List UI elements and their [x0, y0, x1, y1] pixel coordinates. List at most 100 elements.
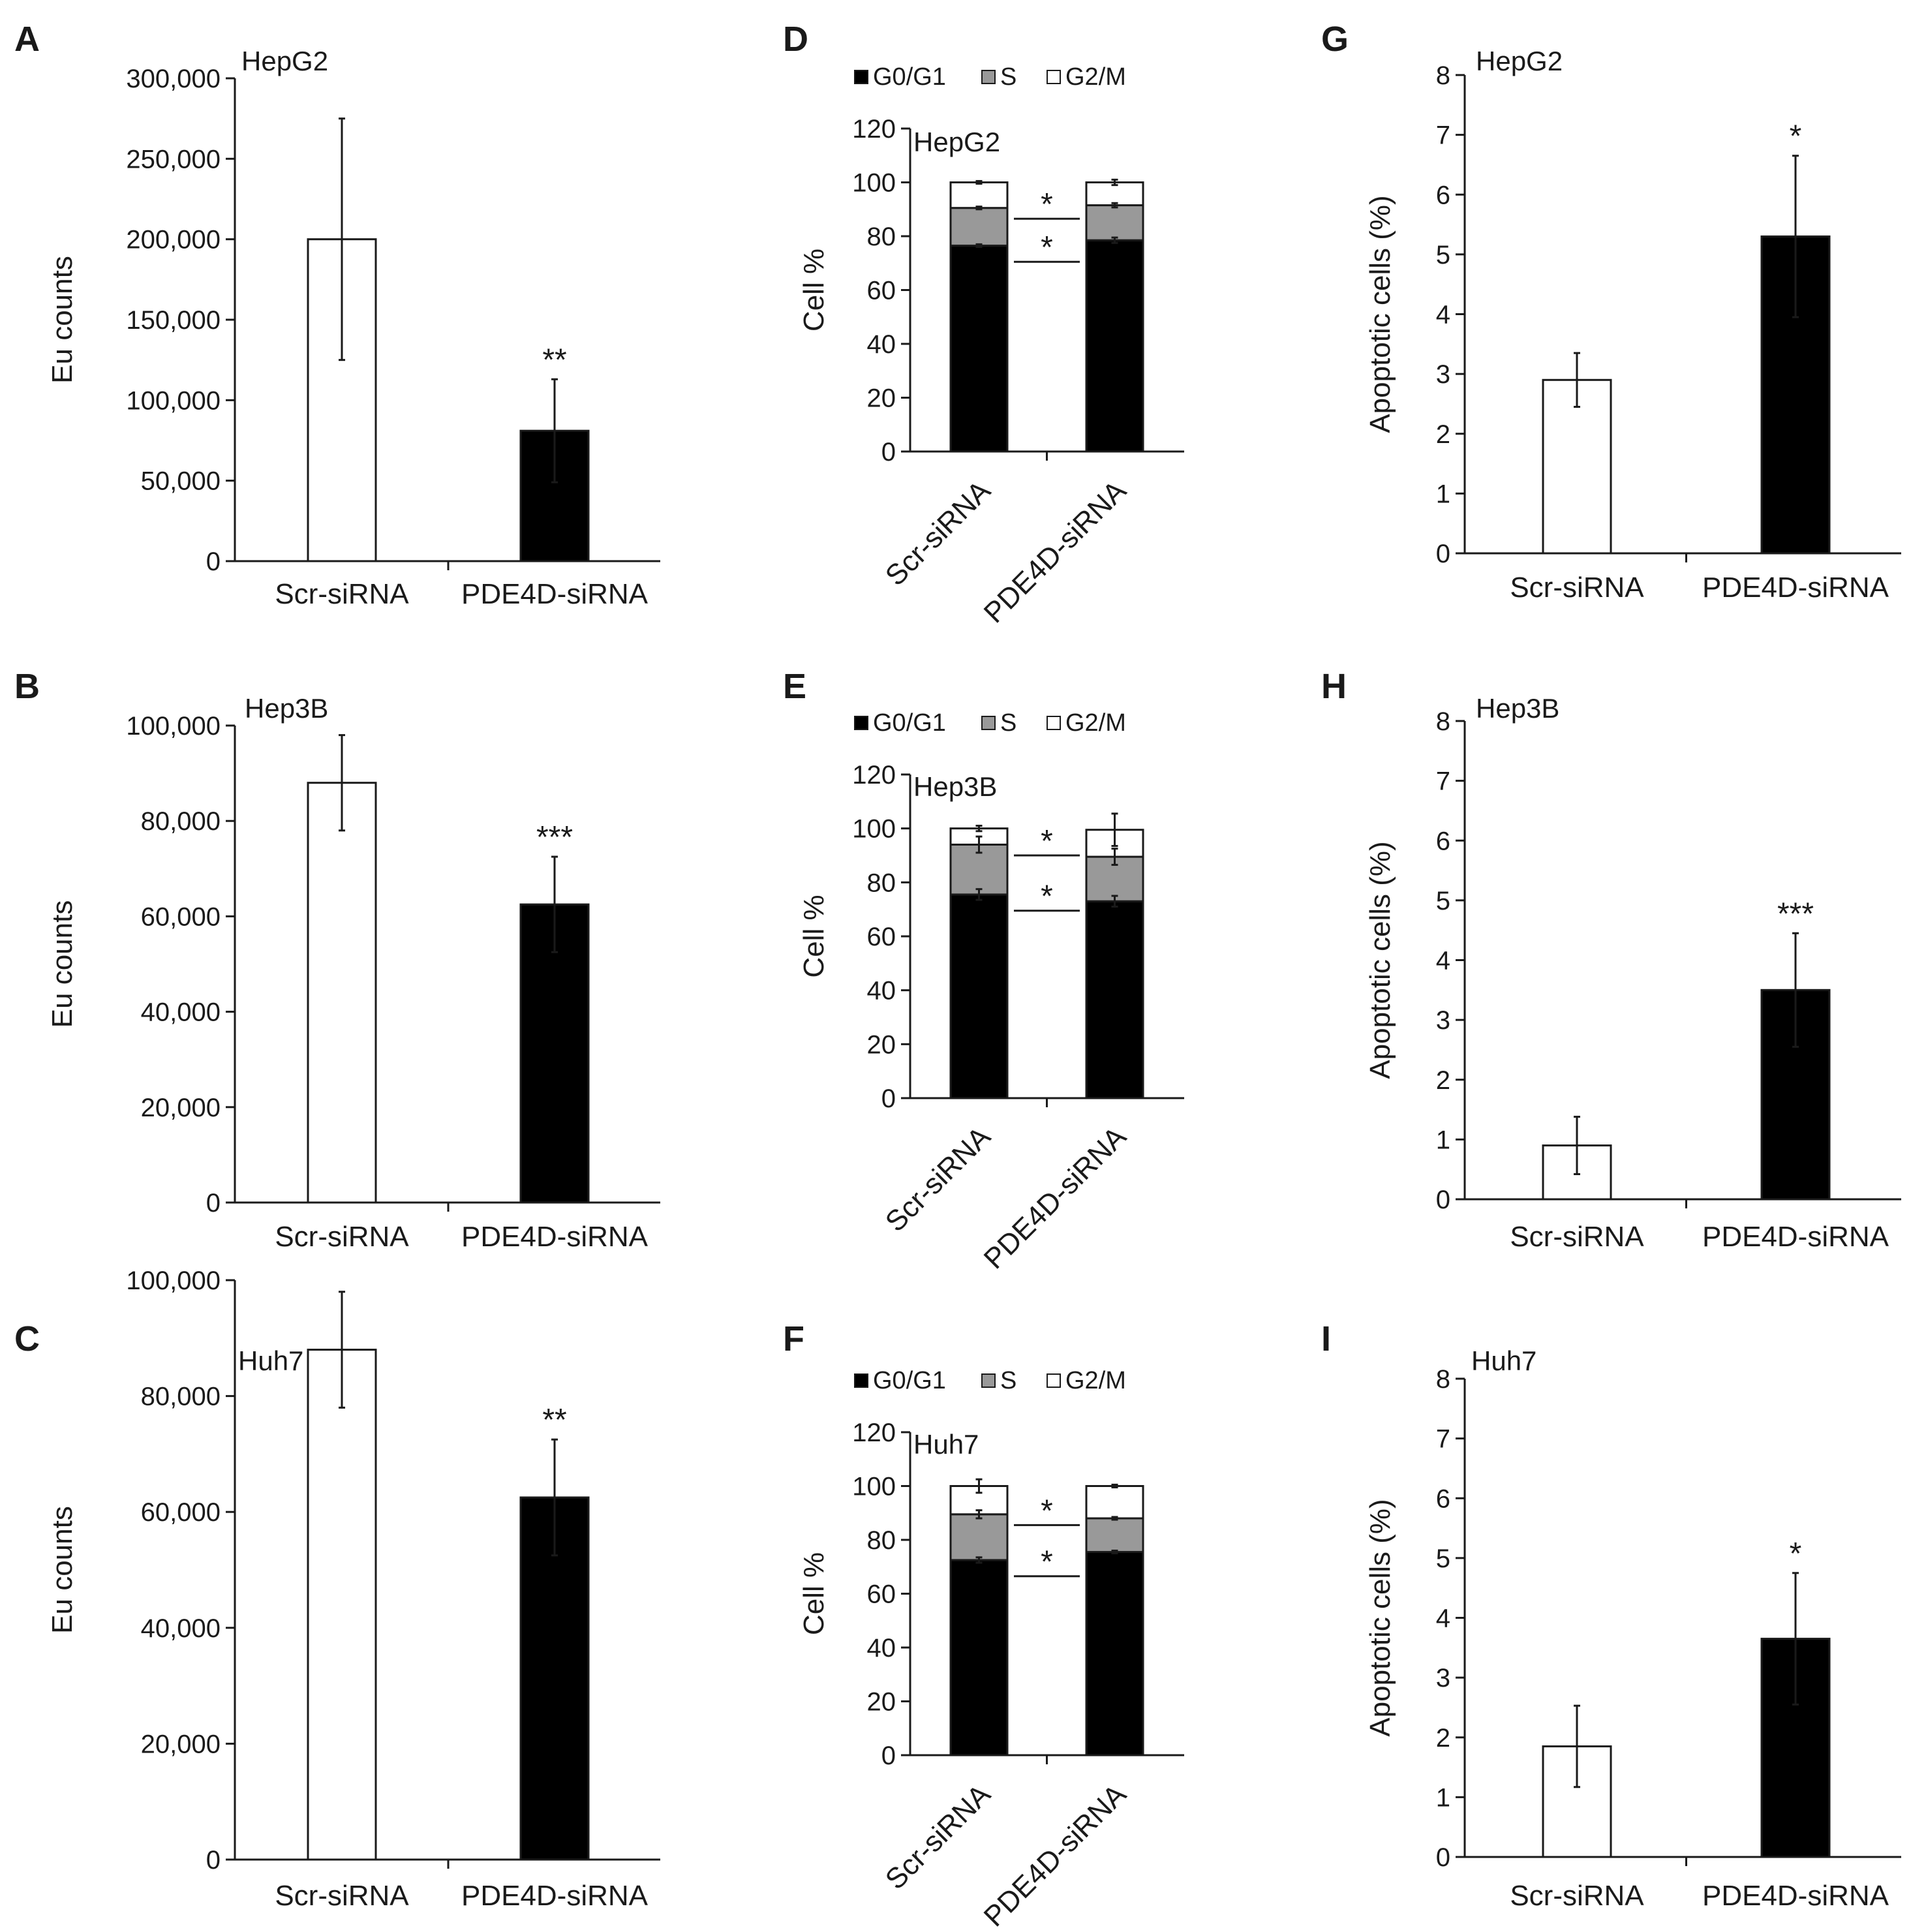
y-tick-label: 60: [867, 923, 896, 951]
bar-segment-g0-g1: [1085, 900, 1144, 1099]
x-category-label: PDE4D-siRNA: [1702, 572, 1889, 604]
y-tick-label: 60,000: [141, 902, 221, 931]
x-category-label: Scr-siRNA: [275, 1221, 409, 1253]
legend-swatch: [981, 70, 996, 84]
legend-label: G0/G1: [873, 1367, 946, 1394]
y-tick-label: 6: [1436, 1484, 1450, 1513]
legend-label: S: [1000, 1367, 1016, 1394]
y-tick-label: 50,000: [141, 467, 221, 496]
panel-letter: H: [1321, 667, 1347, 706]
y-tick-label: 4: [1436, 1604, 1450, 1633]
panel-letter: F: [783, 1319, 804, 1358]
y-tick-label: 80: [867, 222, 896, 251]
bar-segment-g2-m: [1085, 1485, 1144, 1520]
y-tick-label: 8: [1436, 707, 1450, 736]
chart-panel-c: C 0 20,000 40,000 60,000 80,000 100,000 Eu coun…: [14, 1266, 660, 1912]
x-category-label: PDE4D-siRNA: [461, 578, 649, 610]
bar-segment-s: [1085, 204, 1144, 241]
significance-mark: *: [1790, 1537, 1802, 1571]
significance-mark: **: [542, 343, 566, 377]
y-tick-label: 5: [1436, 241, 1450, 269]
bar-pde4d-sirna: [519, 903, 590, 1204]
y-tick-label: 60,000: [141, 1498, 221, 1527]
panel-letter: D: [783, 20, 808, 59]
x-category-label: PDE4D-siRNA: [1702, 1221, 1889, 1253]
cell-line-title: Huh7: [238, 1345, 303, 1376]
y-tick-label: 20: [867, 1688, 896, 1717]
legend-label: S: [1000, 709, 1016, 737]
legend-swatch: [1047, 716, 1061, 730]
y-tick-label: 0: [206, 1846, 221, 1875]
y-tick-label: 150,000: [126, 306, 221, 335]
y-axis-label: Apoptotic cells (%): [1364, 1499, 1396, 1736]
y-tick-label: 100: [852, 815, 896, 844]
y-tick-label: 120: [852, 115, 896, 144]
y-tick-label: 80,000: [141, 1383, 221, 1411]
y-tick-label: 40: [867, 977, 896, 1005]
legend-label: S: [1000, 63, 1016, 91]
y-tick-label: 40: [867, 330, 896, 359]
y-tick-label: 4: [1436, 301, 1450, 330]
significance-mark: *: [1041, 230, 1053, 265]
y-tick-label: 7: [1436, 121, 1450, 150]
panel-letter: I: [1321, 1319, 1331, 1358]
cell-line-title: Hep3B: [1476, 693, 1559, 724]
panel-letter: B: [14, 667, 40, 706]
y-tick-label: 8: [1436, 61, 1450, 90]
y-tick-label: 2: [1436, 1066, 1450, 1095]
y-tick-label: 40,000: [141, 1614, 221, 1643]
y-tick-label: 0: [881, 438, 896, 467]
significance-mark: *: [1041, 1494, 1053, 1528]
y-tick-label: 2: [1436, 1724, 1450, 1753]
chart-panel-a: A 0 50,000 100,000 150,000 200,000 250,000 300,…: [14, 20, 660, 610]
bar-segment-g2-m: [949, 181, 1009, 209]
y-tick-label: 20: [867, 384, 896, 413]
y-axis-label: Apoptotic cells (%): [1364, 195, 1396, 433]
x-category-label: PDE4D-siRNA: [461, 1221, 649, 1253]
cell-line-title: Hep3B: [245, 693, 328, 724]
legend-swatch: [854, 70, 868, 84]
y-tick-label: 3: [1436, 360, 1450, 389]
y-tick-label: 80: [867, 868, 896, 897]
cell-line-title: HepG2: [241, 46, 328, 76]
legend-swatch: [1047, 1373, 1061, 1388]
legend-swatch: [854, 716, 868, 730]
panel-letter: C: [14, 1319, 40, 1358]
bar-segment-g0-g1: [949, 244, 1009, 453]
y-tick-label: 6: [1436, 827, 1450, 855]
cell-line-title: Huh7: [913, 1429, 979, 1460]
chart-panel-i: I 0 1 2 3 4 5 6 7 8 Apoptotic cells (%) Huh7 Scr-siR…: [1321, 1319, 1901, 1912]
y-tick-label: 80: [867, 1526, 896, 1555]
y-axis-label: Eu counts: [46, 1506, 78, 1634]
y-tick-label: 5: [1436, 1544, 1450, 1573]
y-tick-label: 300,000: [126, 65, 221, 93]
cell-line-title: Huh7: [1471, 1345, 1536, 1376]
y-tick-label: 100: [852, 169, 896, 198]
y-axis-label: Eu counts: [46, 256, 78, 384]
y-axis-label: Apoptotic cells (%): [1364, 841, 1396, 1079]
y-tick-label: 3: [1436, 1006, 1450, 1035]
legend-label: G2/M: [1065, 709, 1126, 737]
x-category-label: PDE4D-siRNA: [1702, 1880, 1889, 1912]
y-tick-label: 60: [867, 277, 896, 305]
y-tick-label: 120: [852, 761, 896, 790]
y-tick-label: 20: [867, 1030, 896, 1059]
chart-panel-b: B 0 20,000 40,000 60,000 80,000 100,000 Eu coun…: [14, 667, 660, 1253]
y-tick-label: 1: [1436, 480, 1450, 508]
y-tick-label: 0: [1436, 540, 1450, 568]
x-category-label: Scr-siRNA: [1510, 1221, 1644, 1253]
y-tick-label: 0: [881, 1084, 896, 1113]
y-tick-label: 120: [852, 1418, 896, 1447]
y-axis-label: Eu counts: [46, 900, 78, 1028]
bar-segment-g0-g1: [1085, 1551, 1144, 1756]
cell-line-title: HepG2: [1476, 46, 1563, 76]
legend-swatch: [981, 716, 996, 730]
y-tick-label: 250,000: [126, 145, 221, 174]
y-tick-label: 8: [1436, 1365, 1450, 1394]
y-tick-label: 80,000: [141, 807, 221, 836]
y-tick-label: 0: [1436, 1843, 1450, 1872]
panel-letter: A: [14, 20, 40, 59]
significance-mark: ***: [1777, 897, 1814, 931]
significance-mark: *: [1041, 187, 1053, 222]
legend-label: G0/G1: [873, 63, 946, 91]
